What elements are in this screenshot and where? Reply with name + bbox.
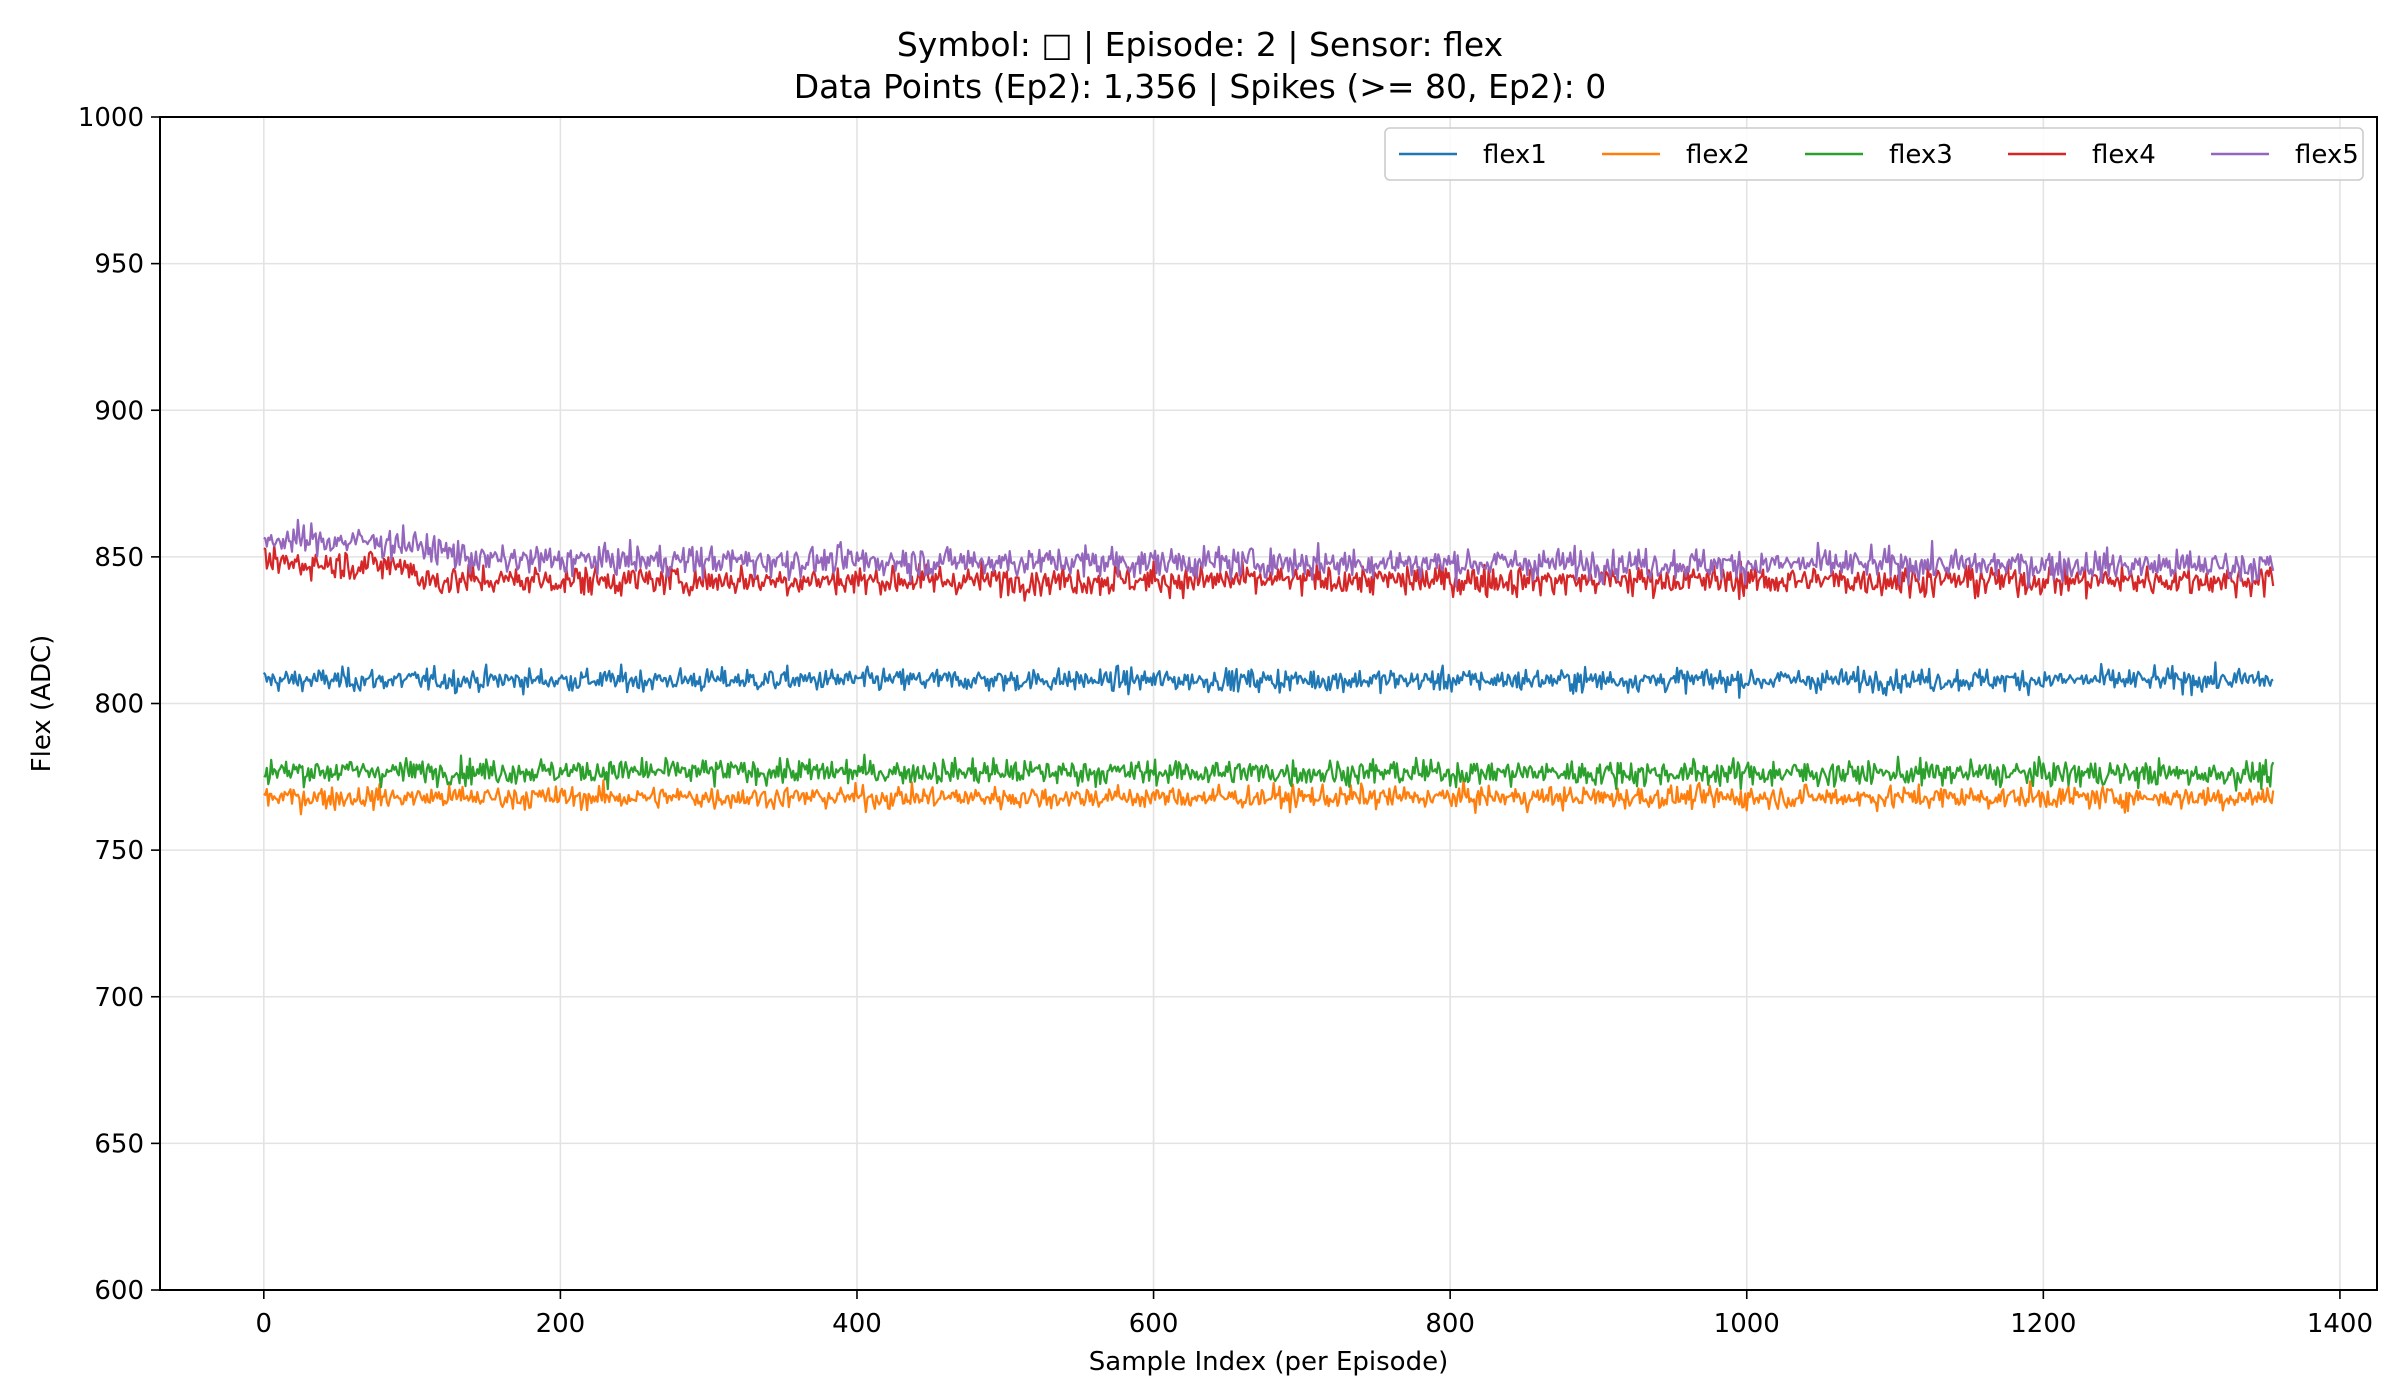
x-tick-label: 1400 bbox=[2307, 1309, 2373, 1339]
y-tick-label: 1000 bbox=[78, 103, 144, 133]
x-tick-label: 600 bbox=[1129, 1309, 1179, 1339]
x-tick-label: 0 bbox=[256, 1309, 273, 1339]
legend-box bbox=[1384, 127, 2364, 181]
y-tick-label: 850 bbox=[94, 543, 144, 573]
legend-label-flex3: flex3 bbox=[1889, 140, 1953, 170]
tick-layer: 0 200 400 600 800 1000 1200 1400 600 650 700 750 800… bbox=[78, 103, 2373, 1339]
legend-label-flex5: flex5 bbox=[2295, 140, 2359, 170]
chart-title-line-2: Data Points (Ep2): 1,356 | Spikes (>= 80… bbox=[793, 67, 1607, 106]
series-line-flex3 bbox=[263, 753, 2275, 792]
x-tick-label: 200 bbox=[536, 1309, 586, 1339]
series-line-flex5 bbox=[263, 518, 2275, 589]
legend-label-flex4: flex4 bbox=[2092, 140, 2156, 170]
x-tick-label: 400 bbox=[832, 1309, 882, 1339]
x-tick-label: 800 bbox=[1425, 1309, 1475, 1339]
chart-title-line-1: Symbol: □ | Episode: 2 | Sensor: flex bbox=[896, 25, 1504, 64]
legend-label-flex2: flex2 bbox=[1686, 140, 1750, 170]
y-tick-label: 600 bbox=[94, 1276, 144, 1306]
y-tick-label: 750 bbox=[94, 836, 144, 866]
y-tick-label: 950 bbox=[94, 250, 144, 280]
grid-layer bbox=[160, 116, 2377, 1291]
x-axis-label: Sample Index (per Episode) bbox=[1089, 1347, 1448, 1377]
series-layer bbox=[262, 518, 2275, 816]
x-tick-label: 1000 bbox=[1714, 1309, 1780, 1339]
y-axis-label: Flex (ADC) bbox=[27, 635, 57, 773]
series-line-flex2 bbox=[263, 778, 2275, 816]
y-tick-label: 700 bbox=[94, 983, 144, 1013]
y-tick-label: 800 bbox=[94, 690, 144, 720]
y-tick-label: 900 bbox=[94, 396, 144, 426]
series-line-flex1 bbox=[262, 661, 2274, 699]
y-tick-label: 650 bbox=[94, 1129, 144, 1159]
legend: flex1 flex2 flex3 flex4 flex5 bbox=[1384, 127, 2364, 181]
legend-label-flex1: flex1 bbox=[1483, 140, 1547, 170]
x-tick-label: 1200 bbox=[2010, 1309, 2076, 1339]
series-line-flex4 bbox=[263, 543, 2275, 602]
